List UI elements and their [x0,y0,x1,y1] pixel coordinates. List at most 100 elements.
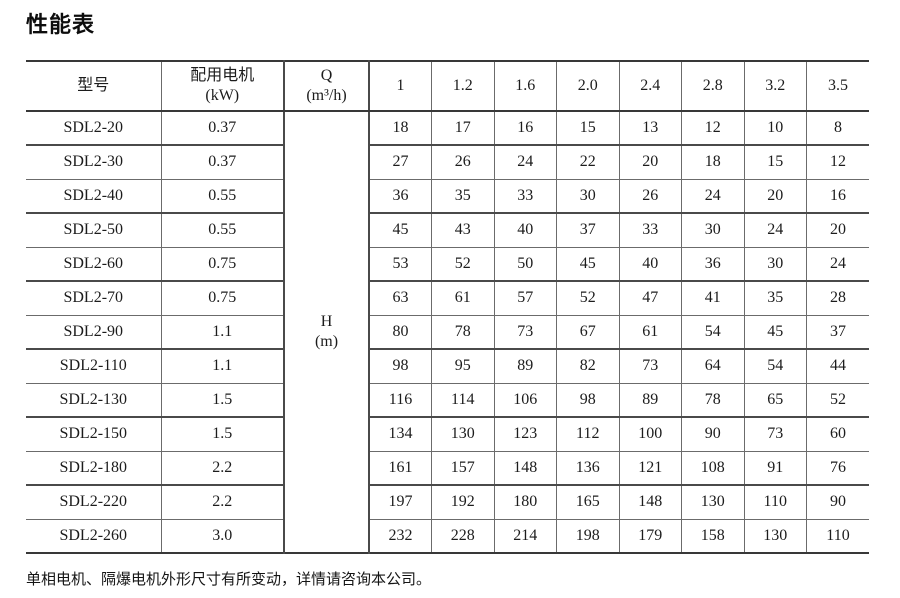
cell-head-value: 73 [743,416,807,452]
header-flow-value: 1 [368,60,432,112]
cell-head-value: 26 [431,144,495,180]
cell-head-value: 24 [681,178,745,214]
table-row: SDL2-20 0.37 H (m) 18 17 16 15 13 12 10 8 [26,110,869,554]
header-q-line2: (m³/h) [306,87,347,104]
cell-head-value: 52 [556,280,620,316]
cell-head-value: 45 [556,246,620,282]
table-row: SDL2-50 0.55 45 43 40 37 33 30 24 20 [26,212,869,248]
cell-model: SDL2-90 [26,314,162,350]
cell-head-value: 98 [556,382,620,418]
cell-head-value: 89 [493,348,557,384]
cell-head-value: 54 [681,314,745,350]
cell-head-value: 36 [681,246,745,282]
cell-head-value: 121 [618,450,682,486]
cell-head-value: 16 [806,178,869,214]
cell-head-value: 64 [681,348,745,384]
header-motor-power: 配用电机 (kW) [160,60,285,112]
cell-head-value: 30 [556,178,620,214]
header-row: 型号 配用电机 (kW) Q (m³/h) 1 1.2 1.6 2.0 2.4 … [26,60,869,112]
cell-head-value: 12 [681,110,745,146]
table-header: 型号 配用电机 (kW) Q (m³/h) 1 1.2 1.6 2.0 2.4 … [26,60,869,112]
cell-head-value: 20 [618,144,682,180]
cell-head-value: 76 [806,450,869,486]
cell-head-value: 52 [431,246,495,282]
cell-model: SDL2-60 [26,246,162,282]
table-row: SDL2-40 0.55 36 35 33 30 26 24 20 16 [26,178,869,214]
cell-head-value: 33 [618,212,682,248]
cell-head-value: 24 [806,246,869,282]
header-flow-value: 3.5 [806,60,869,112]
cell-motor-power: 0.75 [160,280,285,316]
cell-motor-power: 1.1 [160,348,285,384]
cell-head-value: 158 [681,518,745,554]
cell-head-value: 16 [493,110,557,146]
cell-head-value: 116 [368,382,432,418]
cell-model: SDL2-180 [26,450,162,486]
cell-head-value: 157 [431,450,495,486]
cell-head-value: 18 [681,144,745,180]
header-flow-value: 1.2 [431,60,495,112]
cell-head-value: 22 [556,144,620,180]
head-unit-line1: H [320,313,333,330]
cell-head-value: 12 [806,144,869,180]
cell-head-value: 192 [431,484,495,520]
cell-head-value: 110 [743,484,807,520]
cell-head-value: 179 [618,518,682,554]
cell-head-value: 82 [556,348,620,384]
cell-model: SDL2-30 [26,144,162,180]
cell-head-value: 100 [618,416,682,452]
cell-head-value: 148 [618,484,682,520]
cell-motor-power: 1.1 [160,314,285,350]
header-q-line1: Q [320,67,333,84]
cell-head-value: 198 [556,518,620,554]
cell-head-value: 47 [618,280,682,316]
head-unit-line2: (m) [314,333,339,350]
cell-model: SDL2-50 [26,212,162,248]
table-row: SDL2-30 0.37 27 26 24 22 20 18 15 12 [26,144,869,180]
cell-head-value: 98 [368,348,432,384]
cell-model: SDL2-40 [26,178,162,214]
cell-head-value: 37 [806,314,869,350]
cell-model: SDL2-110 [26,348,162,384]
cell-head-value: 67 [556,314,620,350]
cell-head-value: 80 [368,314,432,350]
cell-head-value: 95 [431,348,495,384]
cell-head-value: 27 [368,144,432,180]
cell-head-value: 73 [493,314,557,350]
header-flow-value: 1.6 [493,60,557,112]
table-row: SDL2-260 3.0 232 228 214 198 179 158 130 110 [26,518,869,554]
cell-head-value: 197 [368,484,432,520]
cell-head-value: 232 [368,518,432,554]
table-row: SDL2-150 1.5 134 130 123 112 100 90 73 60 [26,416,869,452]
cell-head-value: 61 [431,280,495,316]
cell-head-value: 91 [743,450,807,486]
cell-head-value: 53 [368,246,432,282]
cell-head-value: 148 [493,450,557,486]
cell-head-value: 130 [681,484,745,520]
table-row: SDL2-220 2.2 197 192 180 165 148 130 110 90 [26,484,869,520]
cell-head-value: 106 [493,382,557,418]
header-flow-value: 2.0 [556,60,620,112]
cell-head-value: 134 [368,416,432,452]
header-motor-line1: 配用电机 [190,67,255,84]
cell-head-value: 15 [743,144,807,180]
table-row: SDL2-110 1.1 98 95 89 82 73 64 54 44 [26,348,869,384]
cell-motor-power: 2.2 [160,484,285,520]
cell-head-value: 41 [681,280,745,316]
cell-model: SDL2-130 [26,382,162,418]
cell-motor-power: 3.0 [160,518,285,554]
cell-head-value: 17 [431,110,495,146]
cell-model: SDL2-70 [26,280,162,316]
table-row: SDL2-180 2.2 161 157 148 136 121 108 91 76 [26,450,869,486]
cell-model: SDL2-260 [26,518,162,554]
cell-head-value: 214 [493,518,557,554]
cell-head-value: 52 [806,382,869,418]
cell-motor-power: 0.37 [160,144,285,180]
cell-head-value: 20 [743,178,807,214]
cell-head-value: 165 [556,484,620,520]
cell-head-value: 43 [431,212,495,248]
table-row: SDL2-130 1.5 116 114 106 98 89 78 65 52 [26,382,869,418]
cell-head-value: 26 [618,178,682,214]
cell-motor-power: 0.37 [160,110,285,146]
